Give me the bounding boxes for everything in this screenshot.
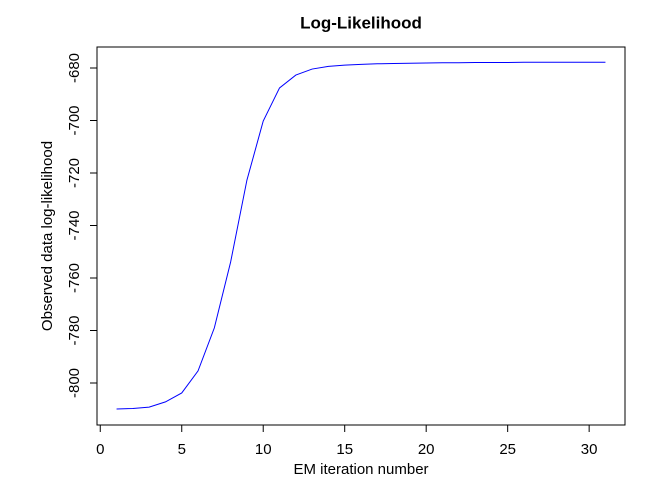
y-tick-label: -760 [66, 263, 83, 293]
y-tick-label: -680 [66, 53, 83, 83]
x-tick-label: 10 [255, 441, 272, 458]
x-axis-label: EM iteration number [293, 461, 428, 478]
x-tick-label: 0 [96, 441, 104, 458]
plot-frame [96, 46, 626, 426]
x-tick-label: 25 [499, 441, 516, 458]
x-tick-label: 20 [418, 441, 435, 458]
x-tick-label: 5 [178, 441, 186, 458]
data-line [116, 61, 606, 410]
x-tick-label: 30 [581, 441, 598, 458]
y-tick-label: -720 [66, 158, 83, 188]
y-axis-label: Observed data log-likelihood [39, 141, 56, 331]
y-tick-label: -700 [66, 105, 83, 135]
y-tick-label: -780 [66, 315, 83, 345]
chart-title: Log-Likelihood [300, 13, 422, 32]
y-tick-label: -800 [66, 368, 83, 398]
x-tick-label: 15 [336, 441, 353, 458]
y-tick-label: -740 [66, 210, 83, 240]
